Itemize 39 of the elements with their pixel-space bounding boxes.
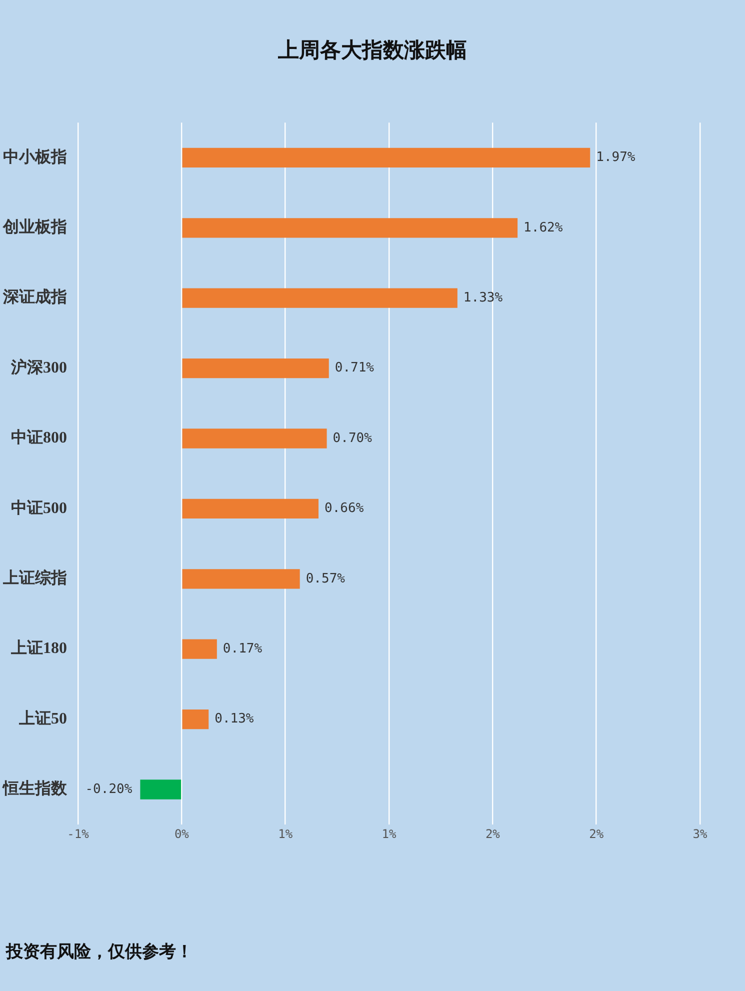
y-tick-label: 深证成指 xyxy=(2,288,67,306)
bar xyxy=(182,148,590,168)
data-label: 0.66% xyxy=(324,501,364,516)
x-tick-label: 1% xyxy=(382,826,397,841)
bar xyxy=(182,639,217,659)
y-tick-label: 沪深300 xyxy=(10,357,67,376)
data-label: 0.71% xyxy=(334,360,374,376)
bar xyxy=(182,498,319,519)
data-label: 0.57% xyxy=(306,571,346,586)
data-label: 0.70% xyxy=(332,430,372,446)
x-tick-label: -1% xyxy=(67,826,90,841)
x-tick-label: 3% xyxy=(692,826,708,841)
x-tick-label: 1% xyxy=(278,826,294,841)
x-tick-label: 2% xyxy=(589,826,604,841)
data-label: -0.20% xyxy=(85,782,132,797)
bar xyxy=(182,428,327,448)
data-label: 0.17% xyxy=(222,641,262,656)
y-tick-label: 中证800 xyxy=(11,428,67,447)
text: 投资有风险，仅供参考！ xyxy=(6,941,193,963)
y-tick-label: 中证500 xyxy=(11,498,67,517)
bar xyxy=(182,358,329,378)
data-label: 0.13% xyxy=(214,712,254,727)
y-tick-label: 恒生指数 xyxy=(2,780,68,798)
y-tick-label: 上证180 xyxy=(10,639,67,658)
x-tick-label: 0% xyxy=(174,826,190,841)
y-tick-label: 上证50 xyxy=(18,709,67,728)
bar xyxy=(182,288,458,308)
x-tick-label: 2% xyxy=(485,826,501,841)
bar xyxy=(140,780,182,800)
data-label: 1.97% xyxy=(596,150,636,166)
bar xyxy=(182,709,209,730)
y-tick-label: 中小板指 xyxy=(3,148,67,166)
bar xyxy=(182,218,518,238)
data-label: 1.62% xyxy=(524,220,563,236)
chart-title: 上周各大指数涨跌幅 xyxy=(277,37,468,64)
y-tick-label: 创业板指 xyxy=(2,218,67,236)
data-label: 1.33% xyxy=(463,290,503,306)
y-tick-label: 上证综指 xyxy=(2,569,67,588)
bar xyxy=(182,569,300,589)
